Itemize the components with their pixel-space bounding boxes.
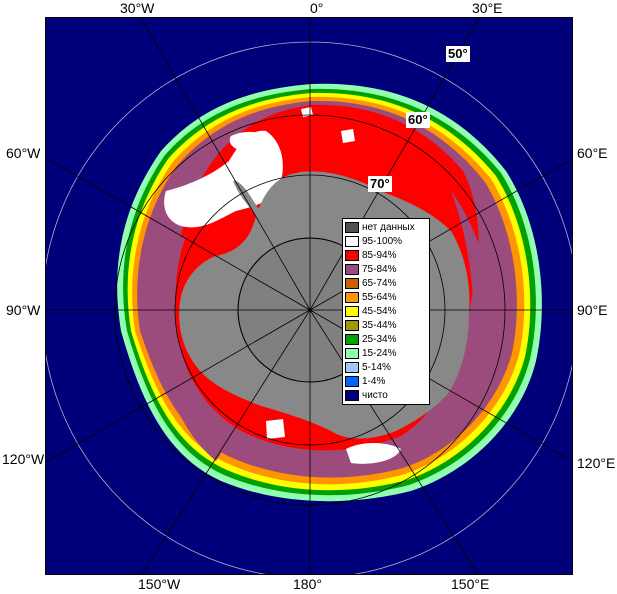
lon-label-180: 180° [293,576,322,592]
legend-label: 25-34% [362,333,397,345]
ice-patch-95-100 [346,443,401,464]
lon-label-120w: 120°W [2,451,45,467]
lon-label-90w: 90°W [6,302,41,318]
legend-label: 5-14% [362,361,391,373]
ice-band-75-84-east [421,191,494,456]
legend-item: нет данных [345,221,427,234]
legend-label: 85-94% [362,249,397,261]
legend-item: 85-94% [345,249,427,262]
legend-item: 65-74% [345,277,427,290]
lon-label-150w: 150°W [138,576,181,592]
legend-swatch [345,306,359,317]
lon-label-60e: 60°E [577,145,608,161]
legend-swatch [345,362,359,373]
legend-swatch [345,278,359,289]
lon-label-150e: 150°E [451,576,490,592]
lon-label-30w: 30°W [120,0,155,16]
lat-label-70: 70° [368,176,392,192]
legend-swatch [345,250,359,261]
ice-patch-95-100 [229,131,273,152]
legend-item: 25-34% [345,333,427,346]
antarctic-peninsula [233,180,263,221]
legend-label: 45-54% [362,305,397,317]
legend-item: 75-84% [345,263,427,276]
legend: нет данных 95-100% 85-94% 75-84% 65-74% … [342,218,430,405]
legend-label: 1-4% [362,375,386,387]
lat-label-60: 60° [406,112,430,128]
lon-label-60w: 60°W [6,145,41,161]
legend-swatch [345,292,359,303]
lon-label-120e: 120°E [577,455,616,471]
legend-swatch [345,236,359,247]
legend-label: 35-44% [362,319,397,331]
legend-swatch [345,264,359,275]
legend-item: 35-44% [345,319,427,332]
legend-label: нет данных [362,221,415,233]
lon-label-90e: 90°E [577,302,608,318]
legend-item: 45-54% [345,305,427,318]
ice-patch-95-100 [341,129,355,143]
legend-swatch [345,334,359,345]
legend-swatch [345,348,359,359]
legend-item: 95-100% [345,235,427,248]
lon-label-30e: 30°E [472,0,503,16]
ice-patch-95-100 [266,419,285,439]
legend-swatch [345,390,359,401]
lon-label-0: 0° [310,0,324,16]
lat-label-50: 50° [446,46,470,62]
legend-swatch [345,320,359,331]
legend-swatch [345,376,359,387]
legend-label: 55-64% [362,291,397,303]
legend-item: 1-4% [345,375,427,388]
legend-label: 15-24% [362,347,397,359]
legend-item: 55-64% [345,291,427,304]
legend-item: 5-14% [345,361,427,374]
legend-item: 15-24% [345,347,427,360]
legend-label: 65-74% [362,277,397,289]
legend-label: 75-84% [362,263,397,275]
legend-item: чисто [345,389,427,402]
polar-map: 50° 60° 70° [45,17,573,575]
legend-label: чисто [362,389,388,401]
map-canvas [46,18,572,574]
legend-swatch [345,222,359,233]
legend-label: 95-100% [362,235,403,247]
ice-band-75-84-west [156,236,226,461]
